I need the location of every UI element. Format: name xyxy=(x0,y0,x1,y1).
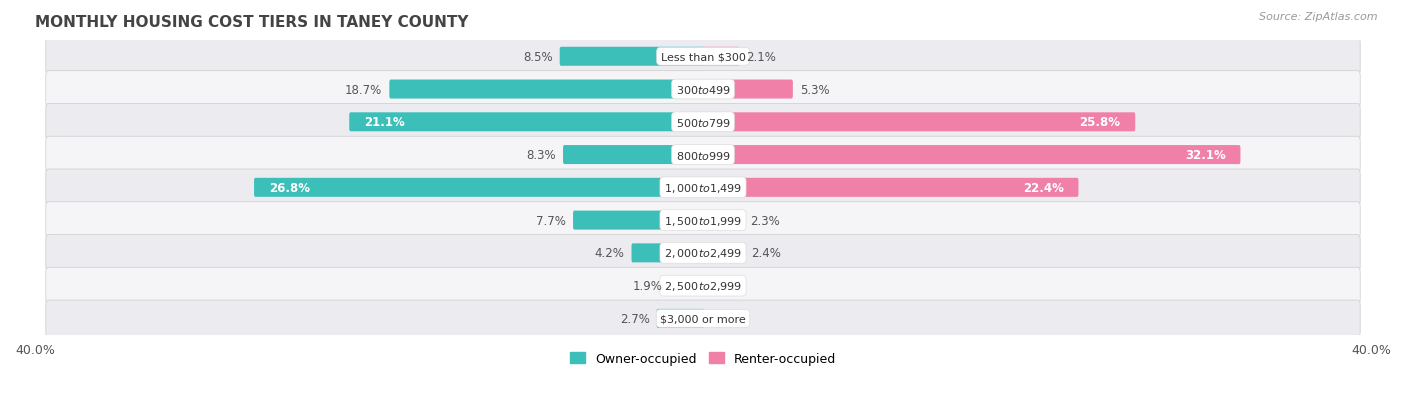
FancyBboxPatch shape xyxy=(574,211,704,230)
Text: Source: ZipAtlas.com: Source: ZipAtlas.com xyxy=(1260,12,1378,22)
FancyBboxPatch shape xyxy=(702,244,744,263)
Text: $800 to $999: $800 to $999 xyxy=(675,149,731,161)
Text: 26.8%: 26.8% xyxy=(269,181,309,195)
FancyBboxPatch shape xyxy=(702,113,1135,132)
Text: 8.5%: 8.5% xyxy=(523,51,553,64)
FancyBboxPatch shape xyxy=(46,71,1360,108)
Text: 1.9%: 1.9% xyxy=(633,280,662,292)
FancyBboxPatch shape xyxy=(46,300,1360,337)
Text: $1,000 to $1,499: $1,000 to $1,499 xyxy=(664,181,742,195)
Text: 5.3%: 5.3% xyxy=(800,83,830,96)
Text: 2.4%: 2.4% xyxy=(751,247,782,260)
FancyBboxPatch shape xyxy=(46,104,1360,141)
FancyBboxPatch shape xyxy=(46,39,1360,76)
Text: $300 to $499: $300 to $499 xyxy=(675,84,731,96)
FancyBboxPatch shape xyxy=(349,113,704,132)
Text: 4.2%: 4.2% xyxy=(595,247,624,260)
FancyBboxPatch shape xyxy=(46,235,1360,272)
Text: $500 to $799: $500 to $799 xyxy=(675,116,731,128)
FancyBboxPatch shape xyxy=(46,268,1360,304)
Text: 2.7%: 2.7% xyxy=(620,312,650,325)
Text: $1,500 to $1,999: $1,500 to $1,999 xyxy=(664,214,742,227)
Text: $2,500 to $2,999: $2,500 to $2,999 xyxy=(664,280,742,292)
FancyBboxPatch shape xyxy=(702,47,740,66)
Text: 8.3%: 8.3% xyxy=(526,149,555,161)
Text: 18.7%: 18.7% xyxy=(344,83,382,96)
FancyBboxPatch shape xyxy=(657,309,704,328)
FancyBboxPatch shape xyxy=(562,146,704,165)
FancyBboxPatch shape xyxy=(702,211,742,230)
Text: 25.8%: 25.8% xyxy=(1080,116,1121,129)
FancyBboxPatch shape xyxy=(669,276,704,295)
Text: 7.7%: 7.7% xyxy=(536,214,567,227)
Text: 32.1%: 32.1% xyxy=(1185,149,1226,161)
Legend: Owner-occupied, Renter-occupied: Owner-occupied, Renter-occupied xyxy=(565,347,841,370)
FancyBboxPatch shape xyxy=(389,81,704,99)
FancyBboxPatch shape xyxy=(702,146,1240,165)
Text: $2,000 to $2,499: $2,000 to $2,499 xyxy=(664,247,742,260)
Text: 2.3%: 2.3% xyxy=(749,214,779,227)
Text: 21.1%: 21.1% xyxy=(364,116,405,129)
Text: Less than $300: Less than $300 xyxy=(661,52,745,62)
FancyBboxPatch shape xyxy=(702,178,1078,197)
FancyBboxPatch shape xyxy=(46,202,1360,239)
Text: MONTHLY HOUSING COST TIERS IN TANEY COUNTY: MONTHLY HOUSING COST TIERS IN TANEY COUN… xyxy=(35,15,468,30)
Text: 22.4%: 22.4% xyxy=(1024,181,1064,195)
FancyBboxPatch shape xyxy=(254,178,704,197)
Text: $3,000 or more: $3,000 or more xyxy=(661,313,745,324)
FancyBboxPatch shape xyxy=(560,47,704,66)
Text: 2.1%: 2.1% xyxy=(747,51,776,64)
FancyBboxPatch shape xyxy=(46,137,1360,173)
FancyBboxPatch shape xyxy=(46,170,1360,206)
FancyBboxPatch shape xyxy=(631,244,704,263)
FancyBboxPatch shape xyxy=(702,81,793,99)
